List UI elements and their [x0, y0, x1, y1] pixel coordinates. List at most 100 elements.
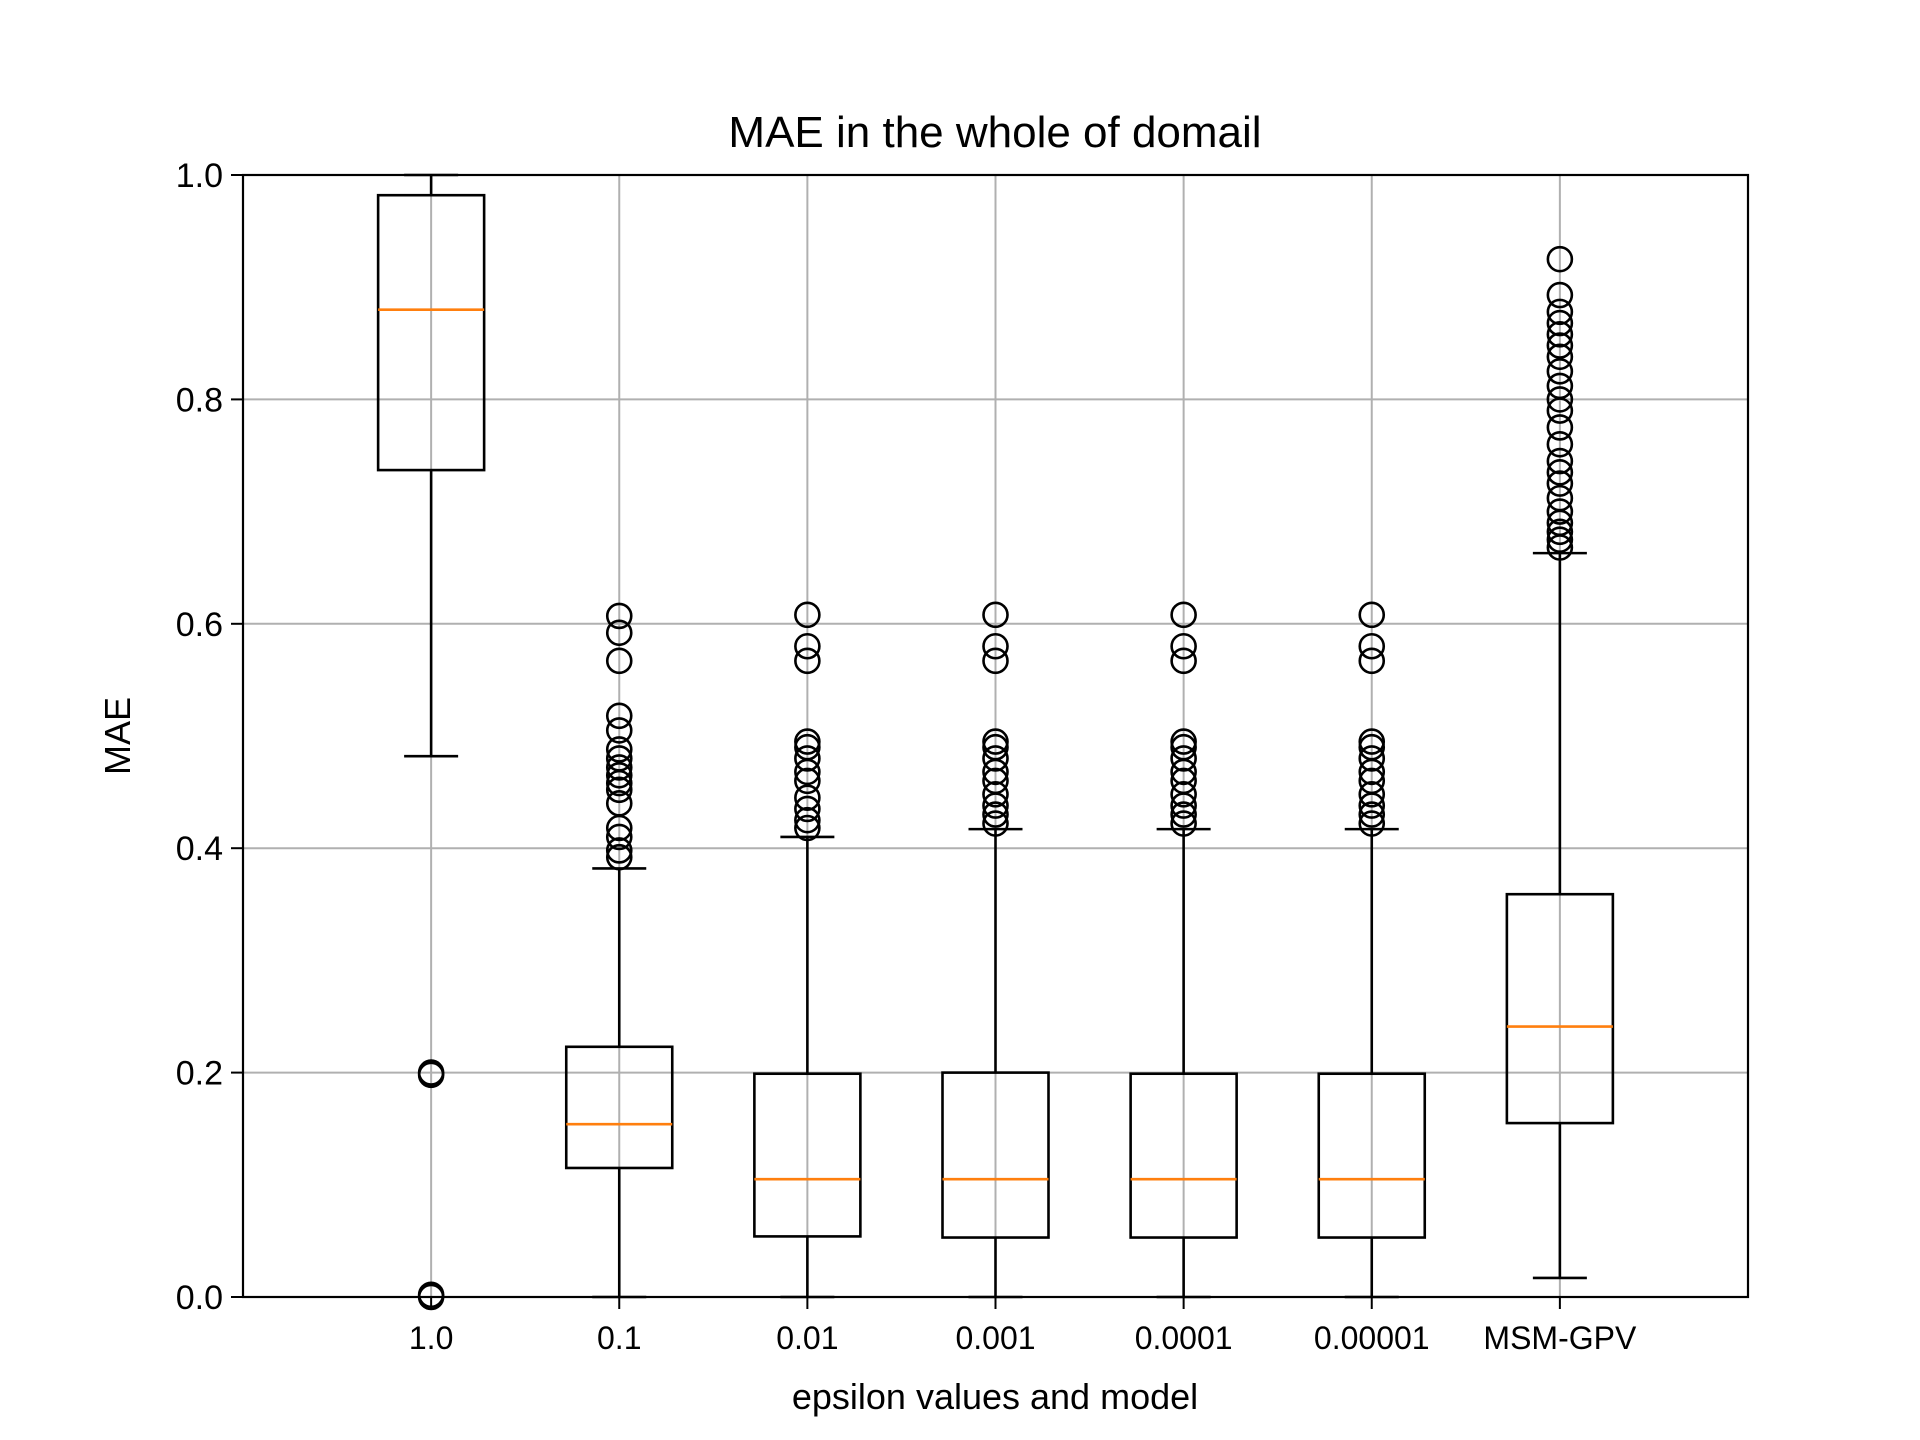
outlier-point	[794, 806, 821, 834]
outlier-point	[1546, 298, 1574, 326]
outlier-point	[794, 601, 821, 629]
outlier-point	[982, 632, 1009, 660]
outlier-point	[794, 784, 821, 812]
outlier-point	[417, 1059, 445, 1086]
iqr-box	[1505, 892, 1615, 1125]
outlier-point	[605, 745, 633, 772]
outlier-point	[1546, 484, 1574, 512]
box-group	[1505, 245, 1615, 1280]
outlier-point	[794, 795, 821, 823]
outlier-point	[1170, 781, 1197, 808]
axis-ticks: 0.0 0.2 0.4 0.6 0.8 1.0 1.0 0.1 0.01 0.001 0.0001 0…	[176, 157, 1637, 1356]
outlier-point	[1358, 632, 1386, 660]
outlier-point	[1546, 343, 1574, 371]
y-tick-label: 1.0	[176, 157, 223, 195]
outlier-point	[605, 702, 633, 730]
y-tick-label: 0.4	[176, 830, 223, 868]
iqr-box	[753, 1072, 862, 1238]
iqr-box	[564, 1045, 674, 1170]
outlier-point	[605, 837, 633, 864]
outlier-point	[1170, 767, 1197, 795]
y-tick-label: 0.2	[176, 1055, 223, 1093]
outlier-point	[794, 647, 821, 675]
outlier-point	[1546, 332, 1574, 359]
outlier-point	[794, 767, 821, 795]
outlier-point	[982, 745, 1009, 772]
outlier-point	[1358, 745, 1386, 772]
outlier-point	[1546, 281, 1574, 309]
outlier-point	[1546, 386, 1574, 413]
outlier-point	[1546, 309, 1574, 337]
iqr-box	[1317, 1072, 1427, 1239]
outlier-point	[1546, 498, 1574, 525]
outlier-point	[1546, 321, 1574, 348]
outlier-point	[794, 745, 821, 772]
outlier-point	[1546, 447, 1574, 475]
outlier-point	[605, 602, 633, 630]
outlier-point	[1546, 372, 1574, 400]
outlier-point	[794, 632, 821, 660]
outlier-point	[605, 790, 633, 817]
outlier-point	[1170, 801, 1197, 828]
x-tick-label: 0.01	[776, 1320, 838, 1356]
outlier-point	[1546, 518, 1574, 546]
outlier-point	[605, 776, 633, 804]
outlier-point	[1546, 414, 1574, 441]
x-tick-label: MSM-GPV	[1483, 1320, 1637, 1356]
outlier-point	[605, 619, 633, 647]
outlier-point	[605, 736, 633, 763]
outlier-point	[1358, 801, 1386, 828]
outlier-point	[1546, 430, 1574, 458]
outlier-point	[1546, 459, 1574, 486]
y-tick-label: 0.6	[176, 606, 223, 644]
outlier-point	[982, 810, 1009, 837]
y-tick-label: 0.0	[176, 1279, 223, 1317]
outlier-point	[1170, 810, 1197, 837]
outlier-point	[605, 761, 633, 789]
outlier-point	[982, 781, 1009, 808]
outlier-point	[605, 823, 633, 851]
outlier-point	[1546, 358, 1574, 385]
outlier-point	[1170, 601, 1197, 629]
outlier-point	[1170, 647, 1197, 675]
outlier-point	[982, 728, 1009, 755]
outlier-point	[605, 843, 633, 871]
outlier-point	[1170, 745, 1197, 772]
chart-title: MAE in the whole of domail	[728, 108, 1261, 157]
x-tick-label: 0.1	[597, 1320, 641, 1356]
outlier-point	[982, 801, 1009, 828]
outlier-point	[794, 728, 821, 755]
iqr-box	[376, 193, 486, 472]
box-group	[941, 601, 1050, 1299]
x-tick-label: 0.00001	[1314, 1320, 1430, 1356]
outlier-point	[605, 717, 633, 744]
outlier-point	[1358, 781, 1386, 808]
outlier-point	[982, 767, 1009, 795]
outlier-point	[794, 814, 821, 842]
x-tick-label: 0.0001	[1135, 1320, 1233, 1356]
outlier-point	[1546, 470, 1574, 497]
x-tick-label: 0.001	[955, 1320, 1035, 1356]
outlier-point	[1358, 810, 1386, 837]
outlier-point	[1358, 728, 1386, 755]
outlier-point	[1546, 245, 1574, 273]
outlier-point	[1358, 647, 1386, 675]
x-tick-label: 1.0	[409, 1320, 453, 1356]
box-group	[1129, 601, 1238, 1299]
box-group	[564, 602, 674, 1299]
outlier-point	[1358, 601, 1386, 629]
y-tick-label: 0.8	[176, 381, 223, 419]
outlier-point	[1170, 728, 1197, 755]
x-axis-label: epsilon values and model	[792, 1376, 1198, 1417]
outlier-point	[1546, 526, 1574, 553]
outlier-point	[1358, 767, 1386, 795]
outlier-point	[605, 647, 633, 675]
outlier-point	[982, 647, 1009, 675]
y-axis-label: MAE	[97, 697, 138, 775]
outlier-point	[1170, 632, 1197, 660]
iqr-box	[1129, 1072, 1238, 1239]
outlier-point	[605, 754, 633, 781]
iqr-box	[941, 1071, 1050, 1239]
